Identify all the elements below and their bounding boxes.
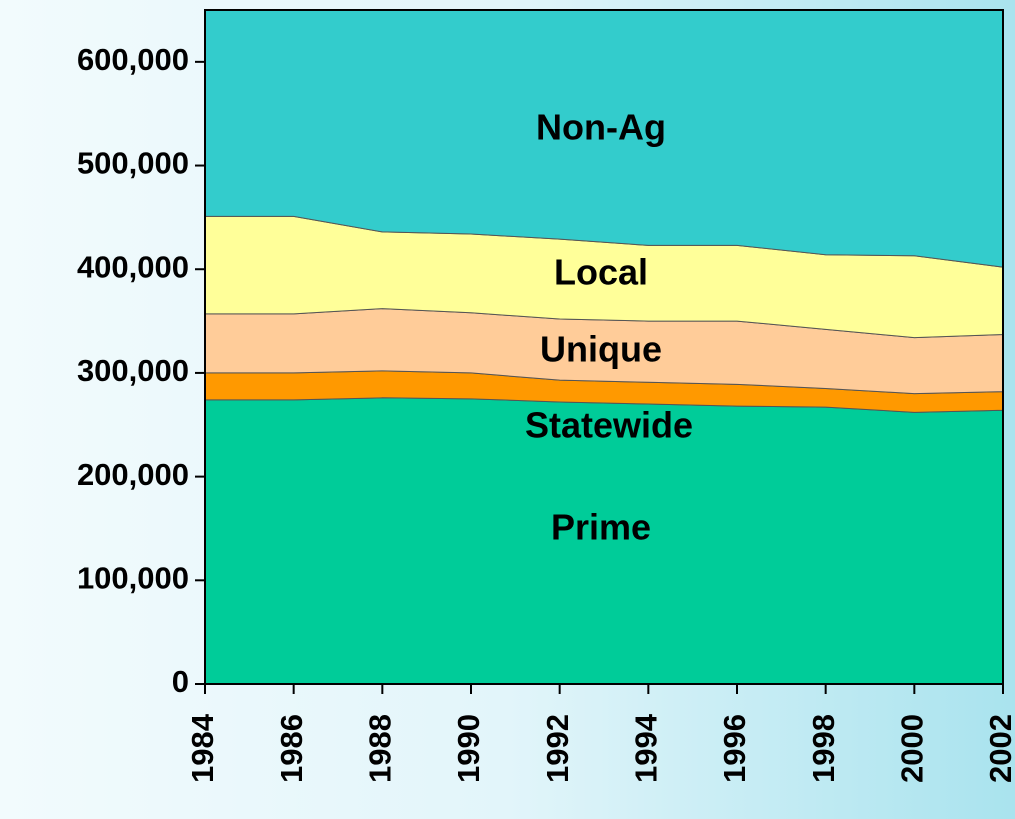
- series-label: Prime: [551, 507, 651, 548]
- y-tick-label: 600,000: [77, 42, 189, 77]
- x-tick-label: 1990: [451, 714, 486, 783]
- x-tick-label: 1984: [185, 713, 220, 783]
- y-tick-label: 400,000: [77, 249, 189, 284]
- y-tick-label: 100,000: [77, 560, 189, 595]
- x-tick-label: 1998: [806, 714, 841, 783]
- x-tick-label: 1996: [717, 714, 752, 783]
- y-tick-label: 200,000: [77, 457, 189, 492]
- x-tick-label: 1992: [540, 714, 575, 783]
- x-tick-label: 1994: [629, 713, 664, 783]
- series-label: Non-Ag: [536, 107, 666, 148]
- series-label: Local: [554, 252, 648, 293]
- y-tick-label: 300,000: [77, 353, 189, 388]
- y-tick-label: 500,000: [77, 146, 189, 181]
- plot-frame: [204, 9, 1004, 685]
- areas: [204, 9, 1004, 685]
- labels: Prime Statewide Unique Local Non-Ag: [525, 107, 693, 548]
- x-tick-label: 1988: [363, 714, 398, 783]
- x-tick-label: 1986: [274, 714, 309, 783]
- x-tick-label: 2000: [895, 714, 930, 783]
- series-label: Statewide: [525, 405, 693, 446]
- series-label: Unique: [540, 329, 662, 370]
- y-tick-label: 0: [172, 664, 189, 699]
- x-tick-label: 2002: [983, 714, 1015, 783]
